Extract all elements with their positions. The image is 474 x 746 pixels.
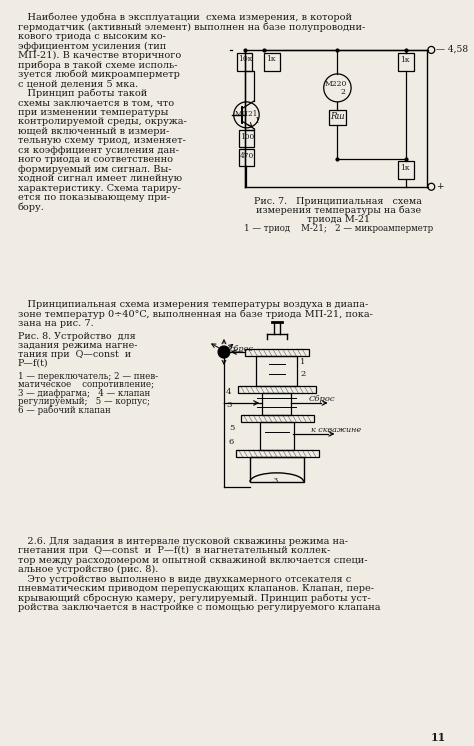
Text: схемы заключается в том, что: схемы заключается в том, что (18, 98, 174, 107)
Text: 1к: 1к (266, 55, 276, 63)
Text: ходной сигнал имеет линейную: ходной сигнал имеет линейную (18, 175, 182, 184)
Text: к скважине: к скважине (311, 426, 361, 434)
Text: 6 — рабочий клапан: 6 — рабочий клапан (18, 406, 110, 416)
Text: 1к: 1к (400, 164, 410, 172)
Text: Это устройство выполнено в виде двухкамерного отсекателя с: Это устройство выполнено в виде двухкаме… (18, 574, 351, 583)
Bar (398, 161, 414, 179)
Text: бору.: бору. (18, 203, 45, 212)
Text: 100: 100 (240, 133, 254, 141)
Bar (398, 53, 414, 71)
Bar (236, 450, 319, 457)
Text: тания при  Q—const  и: тания при Q—const и (18, 350, 131, 359)
Bar (260, 422, 294, 450)
Text: ется по показывающему при-: ется по показывающему при- (18, 193, 170, 202)
Bar (262, 393, 292, 415)
Text: ного триода и соответственно: ного триода и соответственно (18, 155, 173, 164)
Text: 6: 6 (229, 438, 234, 446)
Text: МП-21). В качестве вторичного: МП-21). В качестве вторичного (18, 51, 181, 60)
Bar (328, 110, 346, 125)
Text: 10к: 10к (237, 55, 252, 63)
Text: эффициентом усиления (тип: эффициентом усиления (тип (18, 42, 166, 51)
Text: МП21: МП21 (235, 110, 258, 118)
Text: Принципиальная схема измерения температуры воздуха в диапа-: Принципиальная схема измерения температу… (18, 300, 368, 309)
Text: P—f(t): P—f(t) (18, 359, 48, 368)
Text: ройства заключается в настройке с помощью регулируемого клапана: ройства заключается в настройке с помощь… (18, 604, 380, 612)
Text: сброс: сброс (230, 345, 254, 353)
Text: 2.6. Для задания в интервале пусковой скважины режима на-: 2.6. Для задания в интервале пусковой ск… (18, 537, 347, 546)
Bar (246, 349, 309, 356)
Text: кового триода с высоким ко-: кового триода с высоким ко- (18, 32, 165, 41)
Bar (250, 457, 304, 482)
Text: гермодатчик (активный элемент) выполнен на базе полупроводни-: гермодатчик (активный элемент) выполнен … (18, 22, 365, 32)
Text: при изменении температуры: при изменении температуры (18, 108, 168, 117)
Text: зоне температур 0÷40°C, выполненная на базе триода МП-21, пока-: зоне температур 0÷40°C, выполненная на б… (18, 309, 373, 319)
Text: формируемый им сигнал. Вы-: формируемый им сигнал. Вы- (18, 165, 171, 174)
Text: гнетания при  Q—const  и  P—f(t)  в нагнетательный коллек-: гнетания при Q—const и P—f(t) в нагнетат… (18, 546, 330, 556)
Text: матическое    сопротивление;: матическое сопротивление; (18, 380, 154, 389)
Text: Рис. 7.   Принципиальная   схема: Рис. 7. Принципиальная схема (255, 197, 422, 206)
Text: 1к: 1к (400, 56, 410, 64)
Text: 1 — переключатель; 2 — пнев-: 1 — переключатель; 2 — пнев- (18, 372, 158, 381)
Text: 3 — диафрагма;   4 — клапан: 3 — диафрагма; 4 — клапан (18, 389, 150, 398)
Bar (237, 53, 252, 71)
Text: Наиболее удобна в эксплуатации  схема измерения, в которой: Наиболее удобна в эксплуатации схема изм… (18, 13, 352, 22)
Text: 1: 1 (300, 358, 306, 366)
Text: ся коэффициент усиления дан-: ся коэффициент усиления дан- (18, 145, 179, 155)
Text: Принцип работы такой: Принцип работы такой (18, 89, 147, 98)
Text: 1: 1 (254, 117, 259, 125)
Text: 3: 3 (226, 401, 231, 409)
Text: измерения температуры на базе: измерения температуры на базе (256, 206, 421, 216)
Circle shape (218, 346, 230, 358)
Text: пневматическим приводом перепускающих клапанов. Клапан, пере-: пневматическим приводом перепускающих кл… (18, 584, 374, 593)
Text: 1 — триод    М-21;   2 — микроамперметр: 1 — триод М-21; 2 — микроамперметр (244, 224, 433, 233)
Text: триода М-21: триода М-21 (307, 215, 370, 224)
Text: 2: 2 (300, 370, 306, 378)
Text: тельную схему триод, изменяет-: тельную схему триод, изменяет- (18, 137, 185, 145)
Text: зана на рис. 7.: зана на рис. 7. (18, 319, 93, 327)
Text: — 4,58: — 4,58 (436, 45, 468, 54)
Text: контролируемой среды, окружа-: контролируемой среды, окружа- (18, 117, 186, 126)
Text: тор между расходомером и опытной скважиной включается специ-: тор между расходомером и опытной скважин… (18, 556, 367, 565)
Text: Сброс: Сброс (309, 395, 336, 403)
Text: задания режима нагне-: задания режима нагне- (18, 341, 137, 350)
Text: Rш: Rш (330, 112, 345, 121)
Text: Рис. 8. Устройство  для: Рис. 8. Устройство для (18, 332, 136, 341)
Text: 11: 11 (431, 732, 446, 743)
Text: 470: 470 (240, 151, 254, 160)
Bar (264, 53, 280, 71)
Text: с ценой деления 5 мка.: с ценой деления 5 мка. (18, 79, 138, 88)
Text: +: + (436, 182, 444, 191)
Text: М220: М220 (325, 80, 347, 88)
Bar (241, 415, 314, 422)
Text: крывающий сбросную камеру, регулируемый. Принцип работы уст-: крывающий сбросную камеру, регулируемый.… (18, 594, 370, 604)
Text: 4: 4 (226, 388, 231, 396)
Text: 2: 2 (340, 88, 345, 96)
Bar (238, 148, 254, 166)
Text: характеристику. Схема тариру-: характеристику. Схема тариру- (18, 184, 181, 192)
Bar (238, 130, 254, 147)
Text: зуется любой микроамперметр: зуется любой микроамперметр (18, 70, 180, 79)
Text: регулируемый;   5 — корпус;: регулируемый; 5 — корпус; (18, 398, 150, 407)
Text: альное устройство (рис. 8).: альное устройство (рис. 8). (18, 565, 158, 574)
Text: прибора в такой схеме исполь-: прибора в такой схеме исполь- (18, 60, 177, 70)
Bar (256, 356, 297, 386)
Text: ющей включенный в измери-: ющей включенный в измери- (18, 127, 169, 136)
Text: 3: 3 (272, 477, 277, 485)
Text: 5: 5 (229, 424, 234, 432)
Bar (237, 386, 316, 393)
